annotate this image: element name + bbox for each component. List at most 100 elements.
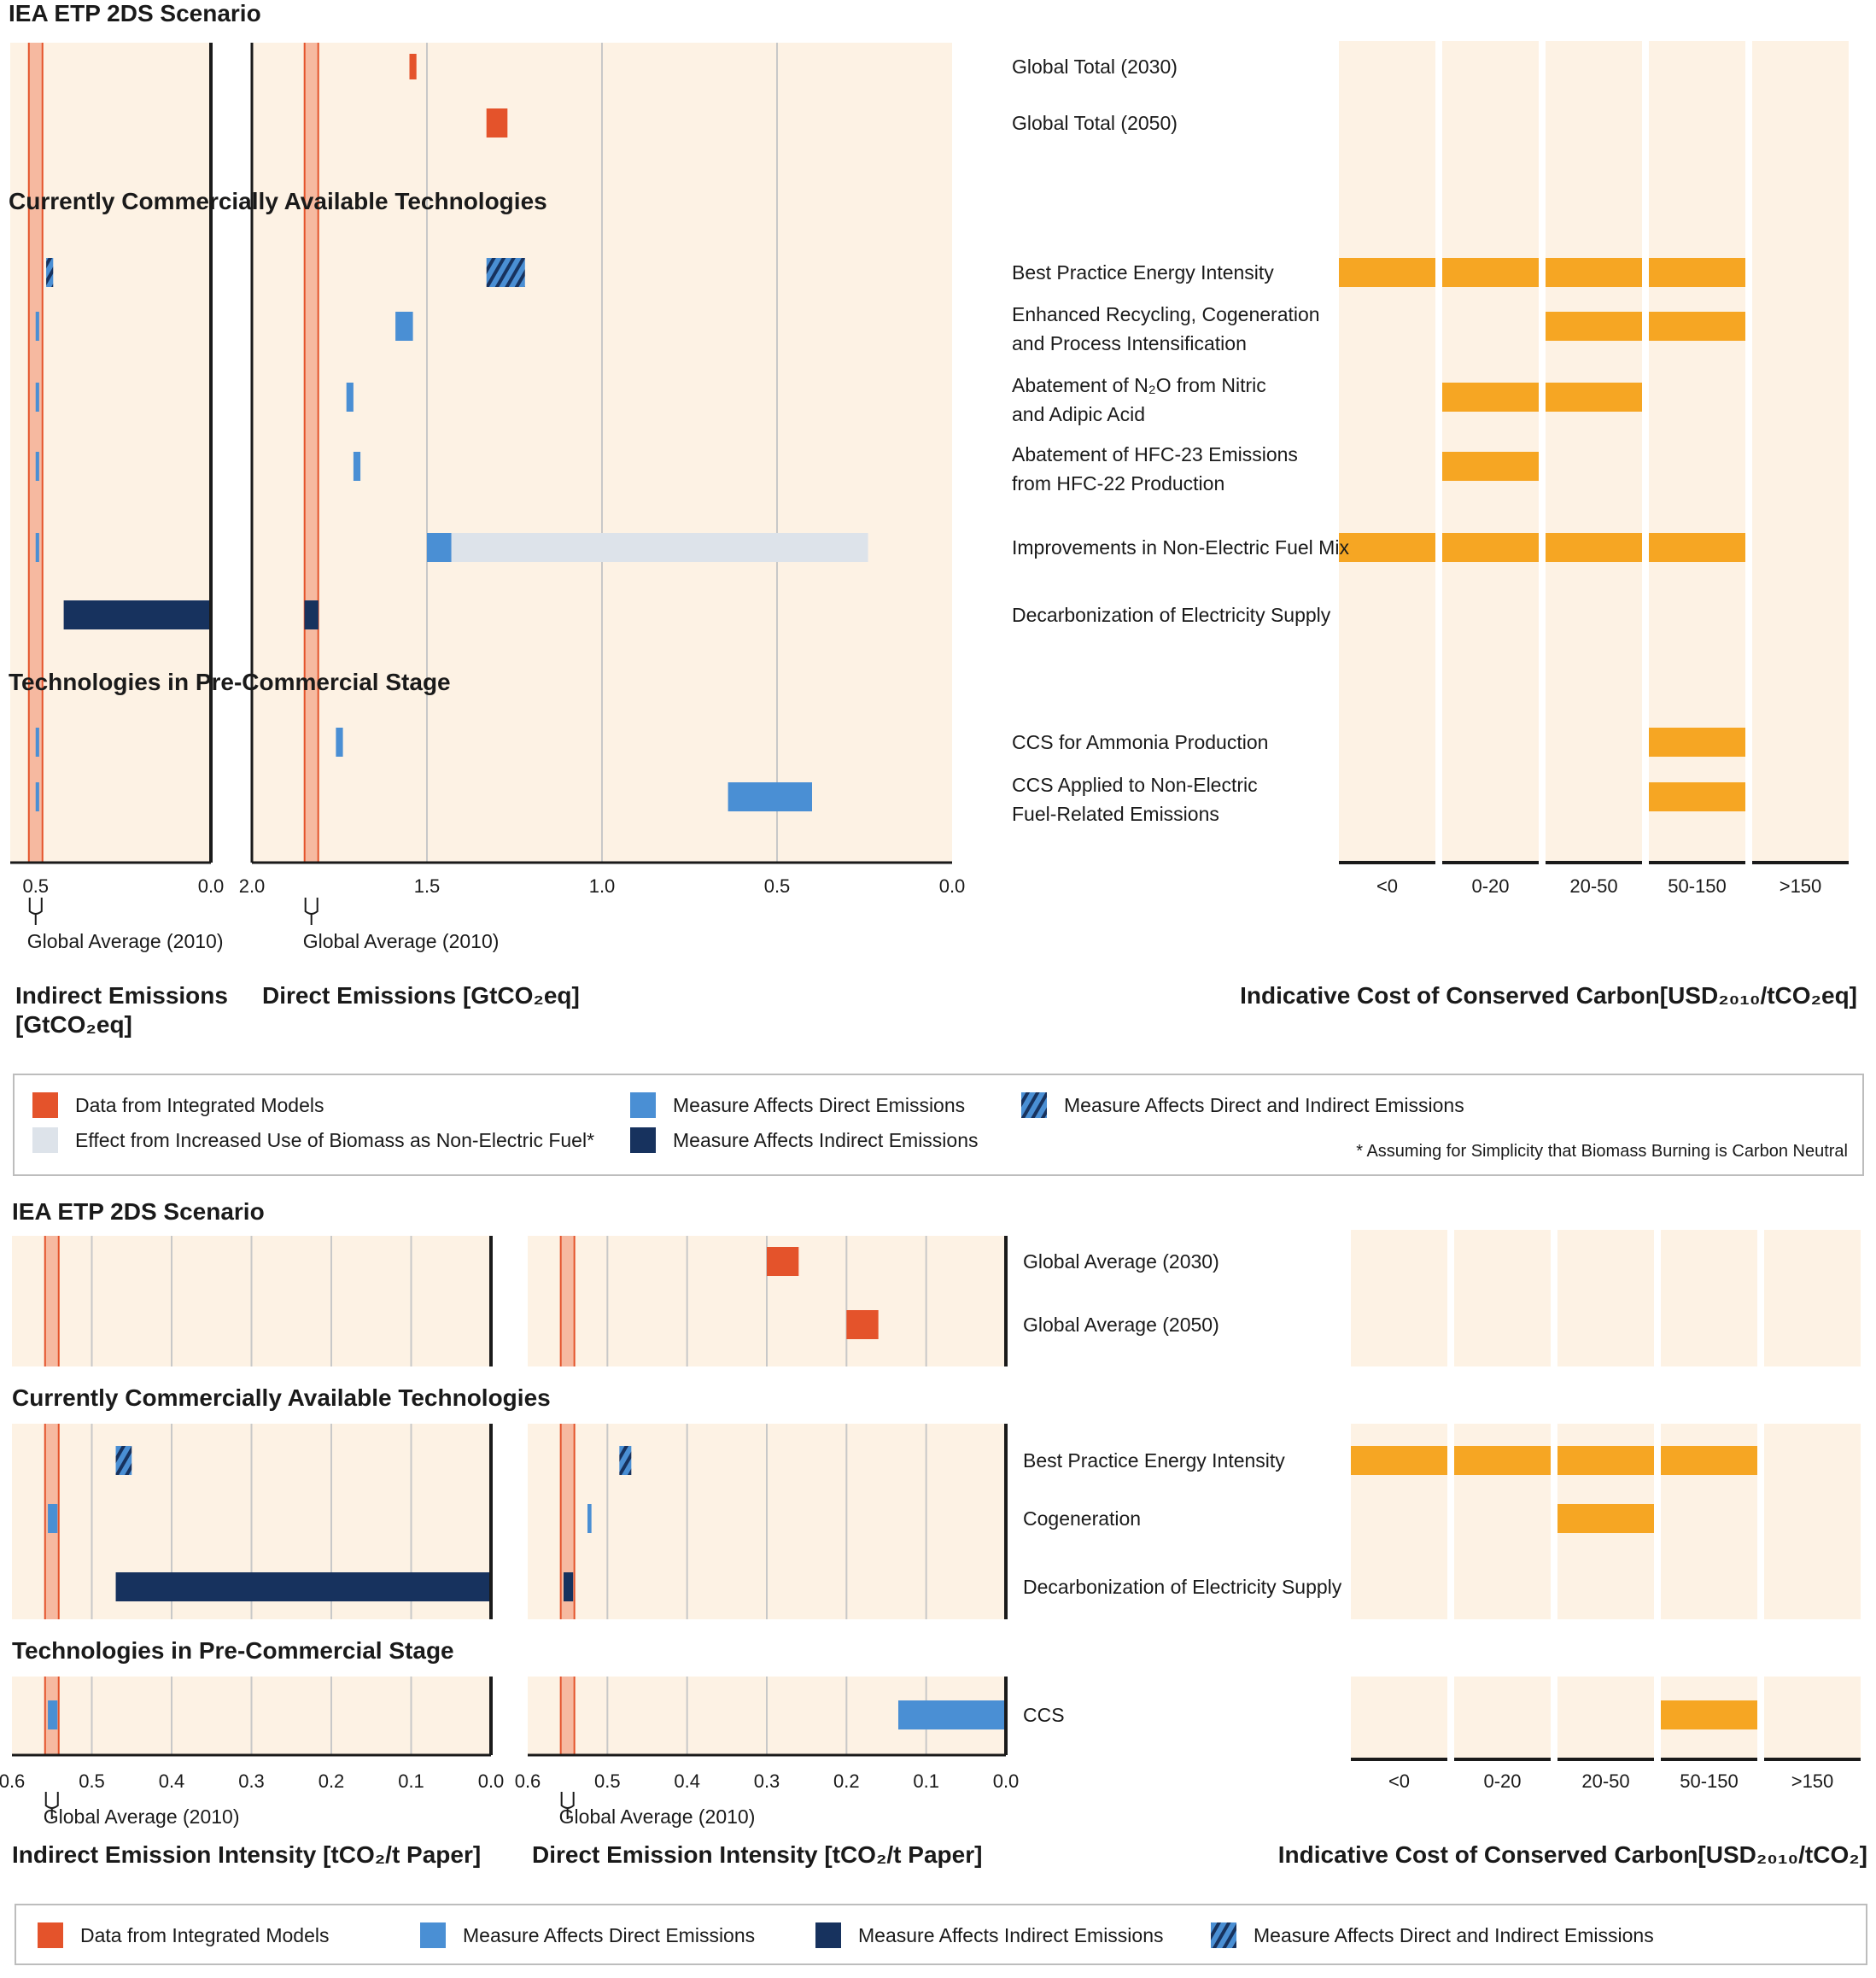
p1-category-label: CCS for Ammonia Production [1012,731,1268,753]
gridlines [27,43,927,1755]
p1-cost-bar [1649,533,1745,562]
p1-direct-tick-label: 0.0 [939,875,966,897]
p2-indirect-global-average-band [44,1236,59,1366]
p1-cost-bin-label: <0 [1376,875,1398,897]
p1-cost-bin-label: 20-50 [1569,875,1617,897]
p1-cost-bar [1546,383,1642,412]
p1-indirect-bar-indirect [63,600,211,629]
p2-cost-bar [1454,1446,1551,1475]
p2-cost-bin-label: <0 [1388,1770,1410,1792]
p2-indirect-bar-both [115,1446,132,1475]
p2-category-label: CCS [1023,1704,1065,1726]
p1-cost-bar [1339,258,1435,287]
legend-top-label: Measure Affects Direct and Indirect Emis… [1064,1094,1464,1116]
p2-indirect-bar-direct [48,1700,58,1729]
p2-cost-bin-bg [1351,1677,1447,1759]
p1-cost-bin-bg [1546,41,1642,863]
p1-indirect-global-average-label: Global Average (2010) [27,930,224,952]
p1-cost-bin-label: 50-150 [1668,875,1727,897]
p2-direct-bar-direct [898,1700,1006,1729]
p1-direct-bar-direct [346,383,354,412]
p2-direct-bar-model [767,1247,799,1276]
p1-direct-bar-biomass [451,533,868,562]
p1-cost-bin-label: 0-20 [1471,875,1509,897]
p1-cost-bar [1442,258,1539,287]
legend-top-swatch-direct [630,1092,656,1118]
p1-indirect-panel-bg [10,43,211,863]
legend-top-label: Measure Affects Direct Emissions [673,1094,965,1116]
p2-direct-global-average-marker [560,1792,575,1819]
p2-indirect-tick-label: 0.1 [398,1770,424,1792]
p2-cost-bin-bg [1557,1677,1654,1759]
p1-category-label: Fuel-Related Emissions [1012,803,1219,825]
p2-indirect-tick-label: 0.6 [0,1770,25,1792]
p1-direct-tick-label: 2.0 [239,875,266,897]
p2-direct-bar-both [619,1446,632,1475]
legends: Data from Integrated Models Effect from I… [13,1074,1867,1965]
p1-direct-bar-model [409,54,417,79]
legend-top-label: Effect from Increased Use of Biomass as … [75,1129,594,1151]
p1-cost-bin-label: >150 [1780,875,1822,897]
p1-direct-bar-indirect [304,600,319,629]
p1-direct-tick-label: 1.5 [414,875,441,897]
p2-cost-bin-label: 50-150 [1680,1770,1739,1792]
p1-indirect-tick-label: 0.0 [198,875,225,897]
axes [10,43,1861,1819]
p2-direct-bar-indirect [564,1572,574,1601]
legend-bottom-swatch-both [1211,1922,1236,1948]
p2-indirect-tick-label: 0.2 [319,1770,345,1792]
p2-indirect-global-average-label: Global Average (2010) [44,1805,240,1828]
p1-section-title: Currently Commercially Available Technol… [9,188,547,214]
p2-category-label: Cogeneration [1023,1507,1141,1530]
p1-cost-bar [1649,728,1745,757]
p1-direct-bar-model [486,108,508,138]
p2-cost-bin-bg [1557,1230,1654,1366]
legend-top-swatch-model [32,1092,58,1118]
panel-backgrounds [10,41,1861,1759]
p2-direct-tick-label: 0.5 [594,1770,621,1792]
p2-category-label: Global Average (2030) [1023,1250,1219,1273]
legend-top-swatch-both [1021,1092,1047,1118]
p1-cost-bin-bg [1339,41,1435,863]
p1-direct-tick-label: 0.5 [764,875,791,897]
p2-cost-bin-bg [1454,1677,1551,1759]
p1-direct-global-average-band [304,43,319,863]
legend-bottom-swatch-model [38,1922,63,1948]
p1-category-label: Decarbonization of Electricity Supply [1012,604,1331,626]
p2-direct-axis-title: Direct Emission Intensity [tCO₂/t Paper] [532,1841,982,1868]
p1-category-label: Global Total (2050) [1012,112,1178,134]
p2-indirect-tick-label: 0.0 [478,1770,505,1792]
p2-direct-bar-model [846,1310,879,1339]
p2-cost-bar [1661,1446,1757,1475]
legend-bottom-swatch-indirect [815,1922,841,1948]
p2-direct-tick-label: 0.3 [754,1770,780,1792]
p2-cost-bar [1557,1446,1654,1475]
p1-direct-tick-label: 1.0 [589,875,616,897]
legend-top-swatch-biomass [32,1127,58,1153]
p1-indirect-bar-direct [35,782,39,811]
p1-indirect-bar-direct [35,452,39,481]
p2-direct-tick-label: 0.1 [913,1770,939,1792]
p2-direct-tick-label: 0.4 [674,1770,700,1792]
p1-chart-title: IEA ETP 2DS Scenario [9,0,261,26]
p1-cost-bar [1649,782,1745,811]
p2-section-title: Technologies in Pre-Commercial Stage [12,1637,454,1664]
p1-indirect-bar-both [46,258,54,287]
p1-cost-axis-title: Indicative Cost of Conserved Carbon[USD₂… [1240,982,1857,1009]
p1-category-label: Abatement of N₂O from Nitric [1012,374,1266,396]
legend-top-swatch-indirect [630,1127,656,1153]
p2-direct-global-average-band [560,1424,575,1619]
p1-indirect-bar-direct [35,728,39,757]
p2-cost-bin-bg [1661,1230,1757,1366]
p2-category-label: Decarbonization of Electricity Supply [1023,1576,1342,1598]
p1-indirect-bar-direct [35,312,39,341]
legend-bottom-label: Measure Affects Direct and Indirect Emis… [1254,1924,1654,1946]
p1-indirect-global-average-marker [28,898,43,925]
p2-cost-bin-label: >150 [1791,1770,1834,1792]
p2-direct-global-average-label: Global Average (2010) [559,1805,756,1828]
p1-cost-bin-bg [1649,41,1745,863]
p2-indirect-tick-label: 0.4 [159,1770,185,1792]
legend-top-label: Data from Integrated Models [75,1094,324,1116]
p1-direct-bar-direct [336,728,343,757]
p2-category-label: Best Practice Energy Intensity [1023,1449,1285,1472]
